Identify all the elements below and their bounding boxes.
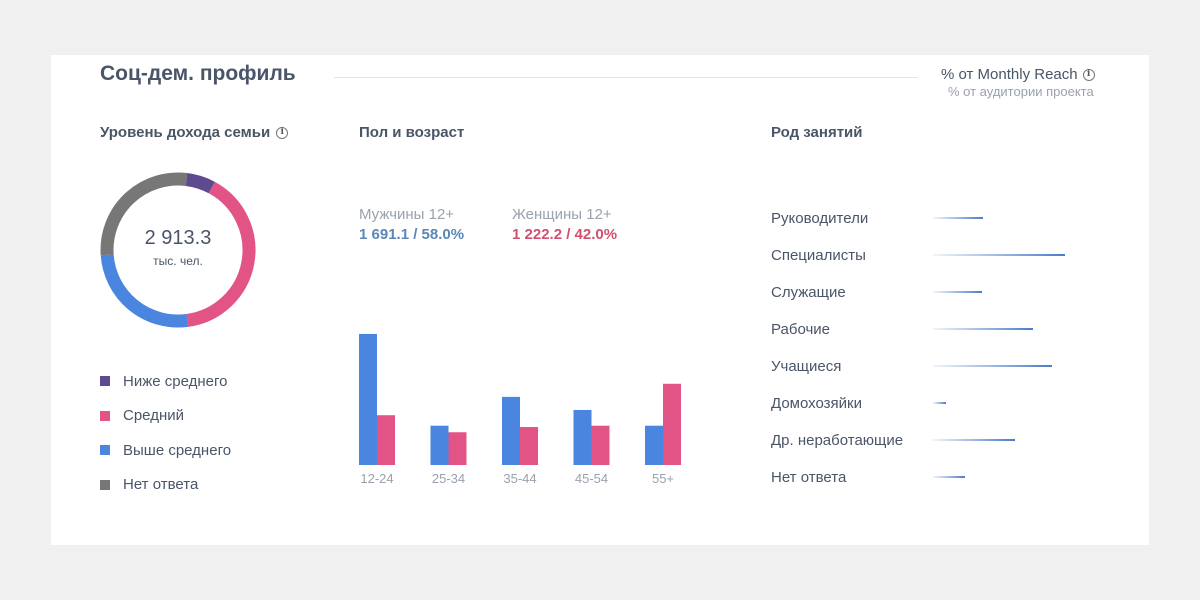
legend-swatch — [100, 445, 110, 456]
legend-swatch — [100, 410, 110, 421]
legend-item[interactable]: Ниже среднего — [100, 364, 231, 399]
occupation-label: Рабочие — [771, 321, 830, 338]
occupation-label: Нет ответа — [771, 469, 847, 486]
legend-item[interactable]: Выше среднего — [100, 433, 231, 468]
legend-label: Средний — [123, 407, 184, 425]
age-tick-label: 45-54 — [575, 471, 608, 486]
age-tick-label: 25-34 — [432, 471, 465, 486]
metric-sub-label[interactable]: % от аудитории проекта — [948, 84, 1094, 99]
occupation-label: Специалисты — [771, 247, 866, 264]
metric-selector[interactable]: % от Monthly Reach i — [941, 66, 1095, 83]
occupation-row[interactable]: Рабочие — [771, 311, 1034, 348]
occupation-row[interactable]: Нет ответа — [771, 459, 965, 496]
women-bar-12-24[interactable] — [377, 415, 395, 465]
age-tick-label: 35-44 — [503, 471, 536, 486]
occupation-label: Др. неработающие — [771, 432, 904, 449]
women-summary: Женщины 12+ 1 222.2 / 42.0% — [512, 206, 617, 243]
men-bar-12-24[interactable] — [359, 334, 377, 465]
occupation-row[interactable]: Руководители — [771, 200, 984, 237]
occupation-label: Служащие — [771, 284, 846, 301]
legend-label: Выше среднего — [123, 441, 232, 459]
donut-slice-4[interactable] — [100, 172, 188, 256]
donut-slice-1[interactable] — [185, 173, 215, 194]
occupation-bar — [933, 476, 965, 478]
donut-slice-2[interactable] — [186, 181, 256, 327]
occupation-label: Домохозяйки — [771, 395, 862, 412]
info-icon[interactable]: i — [1082, 68, 1095, 81]
women-label: Женщины 12+ — [512, 206, 612, 223]
occupation-row[interactable]: Специалисты — [771, 237, 1065, 274]
occupation-bar — [933, 439, 1015, 441]
occupation-bar — [933, 291, 982, 293]
gender-age-title: Пол и возраст — [359, 124, 465, 141]
men-value: 1 691.1 / 58.0% — [359, 226, 465, 243]
women-bar-45-54[interactable] — [591, 425, 610, 465]
men-bar-25-34[interactable] — [430, 425, 449, 465]
legend-label: Нет ответа — [123, 476, 199, 494]
occupation-row[interactable]: Домохозяйки — [771, 385, 947, 422]
info-icon[interactable]: i — [276, 126, 289, 139]
women-bar-55-[interactable] — [663, 383, 681, 465]
legend-item[interactable]: Средний — [100, 399, 231, 434]
occupation-label: Руководители — [771, 210, 869, 227]
page-title: Соц-дем. профиль — [100, 62, 296, 85]
metric-main-label: % от Monthly Reach — [941, 66, 1078, 83]
income-donut-chart — [100, 172, 256, 328]
men-bar-45-54[interactable] — [573, 409, 592, 465]
occupation-chart: Руководители Специалисты Служащие Рабочие Уч… — [771, 200, 1065, 496]
occupation-row[interactable]: Др. неработающие — [771, 422, 1015, 459]
income-section-title: Уровень дохода семьи i — [100, 124, 289, 141]
occupation-row[interactable]: Служащие — [771, 274, 982, 311]
income-title: Уровень дохода семьи — [100, 124, 271, 141]
men-bar-35-44[interactable] — [502, 396, 520, 465]
legend-label: Ниже среднего — [123, 372, 228, 390]
occupation-bar — [933, 217, 984, 219]
occupation-bar — [933, 365, 1052, 367]
occupation-title: Род занятий — [771, 124, 863, 141]
occupation-bar — [933, 402, 947, 404]
legend-swatch — [100, 376, 110, 387]
occupation-label: Учащиеся — [771, 358, 842, 375]
donut-slice-3[interactable] — [100, 254, 189, 328]
men-label: Мужчины 12+ — [359, 206, 455, 223]
occupation-bar — [933, 328, 1034, 330]
age-tick-label: 55+ — [652, 471, 674, 486]
men-summary: Мужчины 12+ 1 691.1 / 58.0% — [359, 206, 464, 243]
women-value: 1 222.2 / 42.0% — [512, 226, 618, 243]
title-divider — [334, 77, 918, 78]
occupation-row[interactable]: Учащиеся — [771, 348, 1052, 385]
age-tick-label: 12-24 — [360, 471, 393, 486]
men-bar-55-[interactable] — [645, 425, 663, 465]
women-bar-25-34[interactable] — [448, 432, 467, 465]
women-bar-35-44[interactable] — [520, 427, 538, 465]
legend-swatch — [100, 479, 110, 490]
occupation-bar — [933, 254, 1065, 256]
legend-item[interactable]: Нет ответа — [100, 468, 231, 503]
gender-age-bar-chart: 12-24 25-34 35-44 45-54 55+ — [359, 334, 681, 486]
income-legend: Ниже среднего Средний Выше среднего Нет отв… — [100, 364, 231, 502]
